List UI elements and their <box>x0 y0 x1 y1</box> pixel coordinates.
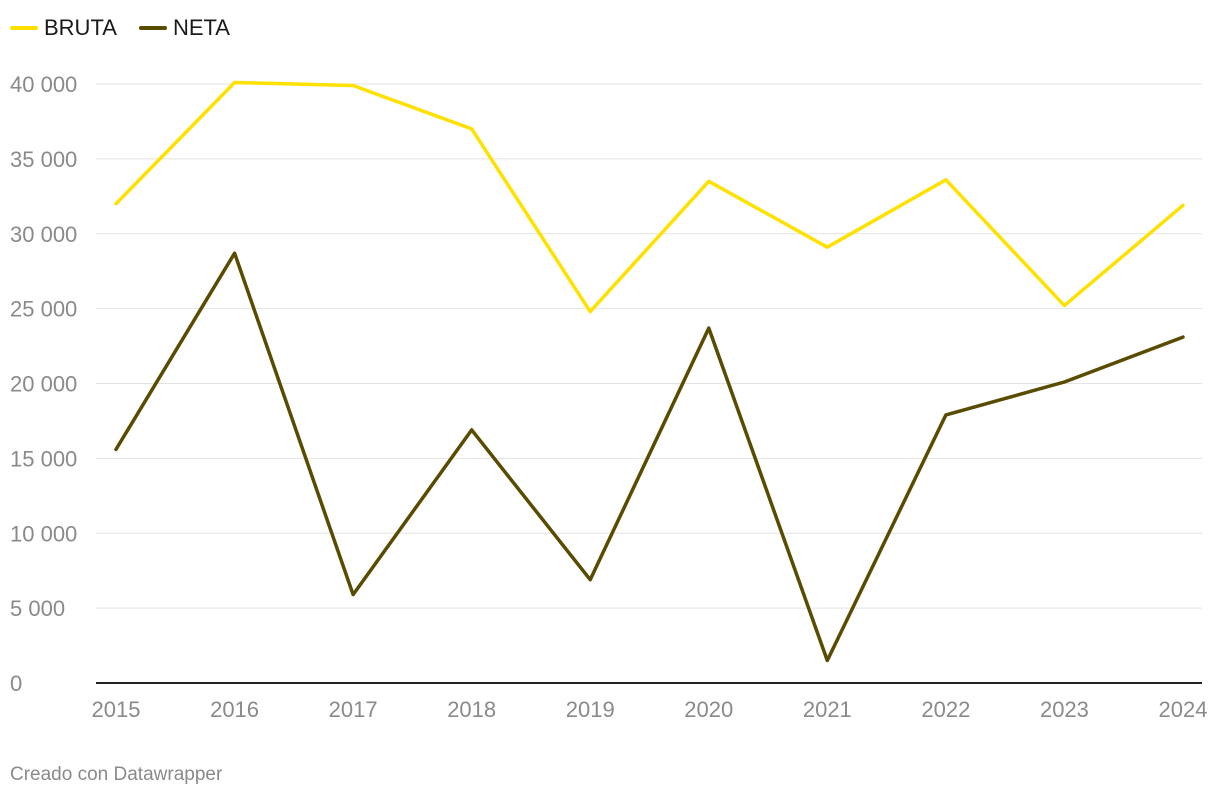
y-tick-label: 35 000 <box>10 147 77 172</box>
y-tick-label: 5 000 <box>10 596 65 621</box>
legend-item-bruta[interactable]: BRUTA <box>10 15 117 41</box>
y-tick-label: 20 000 <box>10 372 77 397</box>
series-lines <box>114 80 1185 663</box>
x-tick-label: 2015 <box>92 697 141 722</box>
x-tick-label: 2024 <box>1159 697 1208 722</box>
y-tick-label: 0 <box>10 671 22 696</box>
y-tick-label: 30 000 <box>10 222 77 247</box>
legend-swatch-bruta <box>10 26 38 30</box>
y-axis-labels: 0 5 000 10 000 15 000 20 000 25 000 30 000 35 0… <box>10 72 77 696</box>
x-tick-label: 2019 <box>566 697 615 722</box>
x-tick-label: 2021 <box>803 697 852 722</box>
gridlines <box>96 83 1202 609</box>
legend-item-neta[interactable]: NETA <box>138 15 230 41</box>
series-line-neta[interactable] <box>114 251 1185 663</box>
x-tick-label: 2020 <box>684 697 733 722</box>
y-tick-label: 15 000 <box>10 446 77 471</box>
x-tick-label: 2017 <box>329 697 378 722</box>
legend-swatch-neta <box>138 26 167 30</box>
legend-label-neta: NETA <box>172 15 230 40</box>
x-axis: 2015 2016 2017 2018 2019 2020 2021 2022 2023 2024 <box>92 682 1208 722</box>
y-tick-label: 25 000 <box>10 297 77 322</box>
x-tick-label: 2023 <box>1040 697 1089 722</box>
y-tick-label: 40 000 <box>10 72 77 97</box>
footer-credit: Creado con Datawrapper <box>10 764 223 785</box>
legend: BRUTA NETA <box>10 15 230 41</box>
x-tick-label: 2018 <box>447 697 496 722</box>
series-line-bruta[interactable] <box>114 80 1185 314</box>
y-tick-label: 10 000 <box>10 521 77 546</box>
x-tick-label: 2022 <box>921 697 970 722</box>
x-tick-label: 2016 <box>210 697 259 722</box>
legend-label-bruta: BRUTA <box>44 15 117 40</box>
